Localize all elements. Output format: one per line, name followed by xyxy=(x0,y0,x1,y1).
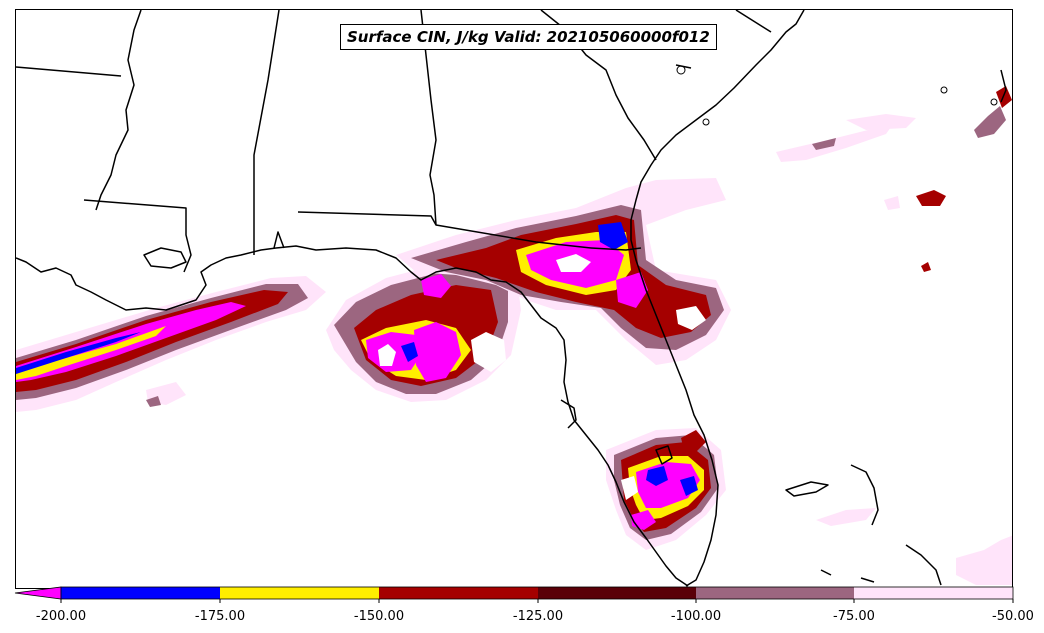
cin-nfl-hole2 xyxy=(676,306,706,330)
cin-atl-pale4 xyxy=(956,535,1012,585)
cin-sfl-blue xyxy=(646,466,668,486)
cin-atl-mauve1 xyxy=(812,138,836,150)
cin-nfl-magenta2 xyxy=(616,272,648,308)
map-panel: Surface CIN, J/kg Valid: 202105060000f01… xyxy=(15,9,1013,589)
cin-atl-pale2 xyxy=(846,114,916,130)
colorbar-bin-5 xyxy=(696,587,854,599)
colorbar-tick-label: -75.00 xyxy=(833,609,875,624)
colorbar-bin-2 xyxy=(220,587,379,599)
cin-nfl-blue xyxy=(598,222,628,250)
small-islands xyxy=(676,65,998,126)
atlantic-coast xyxy=(630,10,805,587)
map-title: Surface CIN, J/kg Valid: 202105060000f01… xyxy=(340,24,717,50)
bahamas-grand xyxy=(785,481,829,497)
cin-atl-pale1 xyxy=(776,120,896,162)
colorbar-ticks xyxy=(60,599,1014,603)
colorbar xyxy=(14,586,1014,603)
cin-atl-pale3 xyxy=(884,196,900,210)
colorbar-bin-4 xyxy=(538,587,696,599)
bahamas-small2 xyxy=(860,577,875,583)
cin-gulf-blue xyxy=(401,342,418,362)
mobile-bay xyxy=(273,231,285,249)
lake-pontchartrain xyxy=(143,247,187,269)
colorbar-extend-triangle xyxy=(14,586,62,600)
colorbar-outline xyxy=(60,586,1014,600)
cin-band-yellow xyxy=(16,326,166,380)
gulf-coast xyxy=(16,245,689,587)
colorbar-tick-label: -50.00 xyxy=(992,609,1034,624)
colorbar-tick-label: -200.00 xyxy=(35,609,87,624)
colorbar-tick-label: -100.00 xyxy=(670,609,722,624)
cin-atl-pale5 xyxy=(816,508,876,526)
lake-okeechobee xyxy=(655,445,673,465)
colorbar-bin-1 xyxy=(61,587,220,599)
cin-atl-red1 xyxy=(916,190,946,206)
cin-shading xyxy=(16,86,1012,585)
cin-sfl-hole xyxy=(621,476,638,500)
cin-atl-mauve3 xyxy=(146,396,161,407)
ga-fl-border xyxy=(590,247,642,251)
bahamas-andros xyxy=(905,544,942,586)
tampa-bay xyxy=(560,399,577,429)
colorbar-tick-label: -175.00 xyxy=(194,609,246,624)
cin-gulf-hole2 xyxy=(471,332,506,372)
colorbar-tick-label: -150.00 xyxy=(353,609,405,624)
cin-atl-red3 xyxy=(996,86,1012,108)
fl-al-border xyxy=(297,211,592,249)
al-ga-border xyxy=(420,10,437,226)
bahamas-abaco xyxy=(850,464,879,526)
cin-atl-red2 xyxy=(921,262,931,272)
cin-band-blue xyxy=(16,332,141,374)
la-ms-line xyxy=(83,199,192,273)
cin-map xyxy=(16,10,1012,587)
ar-la-border xyxy=(16,66,122,77)
colorbar-bin-3 xyxy=(379,587,538,599)
cin-sfl-blue2 xyxy=(680,476,698,496)
cin-sfl-red2 xyxy=(681,430,706,452)
colorbar-tick-label: -125.00 xyxy=(512,609,564,624)
cin-gulf-hole1 xyxy=(378,344,396,366)
ms-river-border xyxy=(95,10,142,211)
nc-sc-line xyxy=(735,10,772,33)
cin-gulf-magenta3 xyxy=(421,274,451,298)
cin-gulf-magenta2 xyxy=(414,322,461,382)
cin-sfl-magenta2 xyxy=(631,510,656,530)
cin-atl-mauve2 xyxy=(974,106,1006,138)
bahamas-small1 xyxy=(820,569,832,576)
colorbar-bin-6 xyxy=(854,587,1013,599)
cin-nfl-hole xyxy=(556,254,591,272)
outer-banks xyxy=(1000,69,1007,103)
ms-al-border xyxy=(253,10,280,255)
